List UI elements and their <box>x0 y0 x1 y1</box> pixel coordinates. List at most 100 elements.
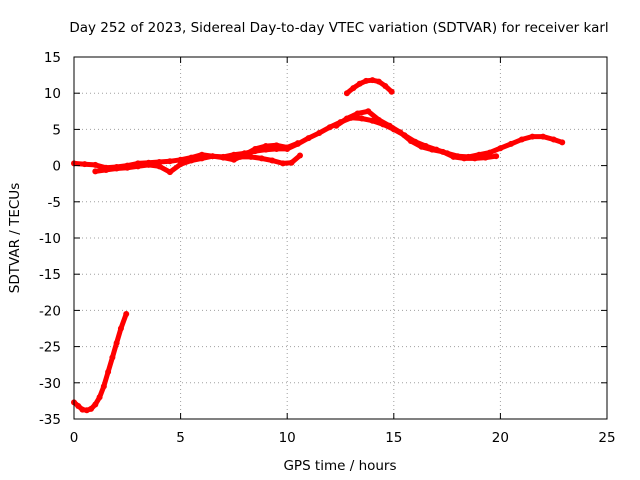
series-track-dip-10h <box>237 152 303 167</box>
data-point <box>486 149 493 156</box>
y-tick-label: 10 <box>44 86 61 102</box>
series-track-main-a <box>71 114 566 171</box>
data-point <box>75 402 82 409</box>
data-point <box>296 152 303 159</box>
data-point <box>92 401 99 408</box>
data-point <box>356 80 363 87</box>
x-axis-label: GPS time / hours <box>283 458 396 474</box>
data-point <box>429 146 436 153</box>
data-point <box>493 153 500 160</box>
data-point <box>252 145 259 152</box>
axis-ticks: 0 5 10 15 20 25 15 10 5 0 -5 -10 -15 -20 -25 -30 -35 <box>39 50 616 446</box>
data-point <box>358 115 365 122</box>
data-point <box>559 139 566 146</box>
data-point <box>363 77 370 84</box>
data-point <box>482 154 489 161</box>
data-point <box>279 160 286 167</box>
data-point <box>113 165 120 172</box>
data-point <box>220 154 227 161</box>
data-point <box>439 148 446 155</box>
data-point <box>354 110 361 117</box>
y-tick-label: -30 <box>39 376 61 392</box>
data-point <box>388 88 395 95</box>
data-point <box>350 85 357 92</box>
series-track-low-start <box>71 311 130 414</box>
x-tick-label: 10 <box>279 430 296 446</box>
data-point <box>273 142 280 149</box>
data-point <box>305 135 312 142</box>
data-point <box>124 164 131 171</box>
data-point <box>497 145 504 152</box>
y-tick-label: -20 <box>39 303 61 319</box>
data-point <box>188 157 195 164</box>
data-point <box>109 354 116 361</box>
y-tick-label: -25 <box>39 340 61 356</box>
data-point <box>117 325 124 332</box>
data-point <box>508 140 515 147</box>
data-point <box>316 130 323 137</box>
y-tick-label: 5 <box>52 122 61 138</box>
series-track-main-b <box>92 140 301 176</box>
data-point <box>294 140 301 147</box>
data-point <box>529 133 536 140</box>
data-point <box>333 122 340 129</box>
data-point <box>343 115 350 122</box>
data-point <box>237 153 244 160</box>
data-point <box>134 163 141 170</box>
y-tick-label: 0 <box>52 159 61 175</box>
plot-data <box>71 77 566 414</box>
x-tick-label: 20 <box>492 430 509 446</box>
data-point <box>105 368 112 375</box>
data-point <box>113 339 120 346</box>
data-point <box>100 383 107 390</box>
data-point <box>156 158 163 165</box>
data-point <box>550 136 557 143</box>
data-point <box>386 122 393 129</box>
y-tick-label: -10 <box>39 231 61 247</box>
data-point <box>81 161 88 168</box>
data-point <box>209 153 216 160</box>
data-point <box>198 155 205 162</box>
data-point <box>326 124 333 131</box>
data-point <box>92 168 99 175</box>
data-point <box>343 90 350 97</box>
data-point <box>269 157 276 164</box>
y-tick-label: 15 <box>44 50 61 66</box>
data-point <box>407 137 414 144</box>
data-point <box>518 136 525 143</box>
data-point <box>375 78 382 85</box>
data-point <box>418 143 425 150</box>
x-tick-label: 25 <box>598 430 615 446</box>
data-point <box>450 153 457 160</box>
y-tick-label: -15 <box>39 267 61 283</box>
data-point <box>375 116 382 123</box>
data-point <box>365 108 372 115</box>
data-point <box>397 129 404 136</box>
y-axis-label: SDTVAR / TECUs <box>7 183 23 293</box>
data-point <box>166 169 173 176</box>
data-point <box>123 311 130 318</box>
x-tick-label: 15 <box>385 430 402 446</box>
data-point <box>145 161 152 168</box>
data-point <box>230 151 237 158</box>
data-point <box>382 82 389 89</box>
y-tick-label: -35 <box>39 412 61 428</box>
chart-title: Day 252 of 2023, Sidereal Day-to-day VTE… <box>69 20 608 36</box>
data-point <box>369 77 376 84</box>
data-point <box>92 161 99 168</box>
data-point <box>540 133 547 140</box>
data-point <box>177 161 184 168</box>
data-point <box>461 155 468 162</box>
series-track-upper-b <box>333 108 500 162</box>
data-point <box>166 158 173 165</box>
x-tick-label: 5 <box>176 430 185 446</box>
data-point <box>258 155 265 162</box>
x-tick-label: 0 <box>70 430 79 446</box>
data-point <box>102 166 109 173</box>
data-point <box>471 155 478 162</box>
data-point <box>288 159 295 166</box>
series-line <box>333 108 499 161</box>
data-point <box>284 144 291 151</box>
data-point <box>262 143 269 150</box>
